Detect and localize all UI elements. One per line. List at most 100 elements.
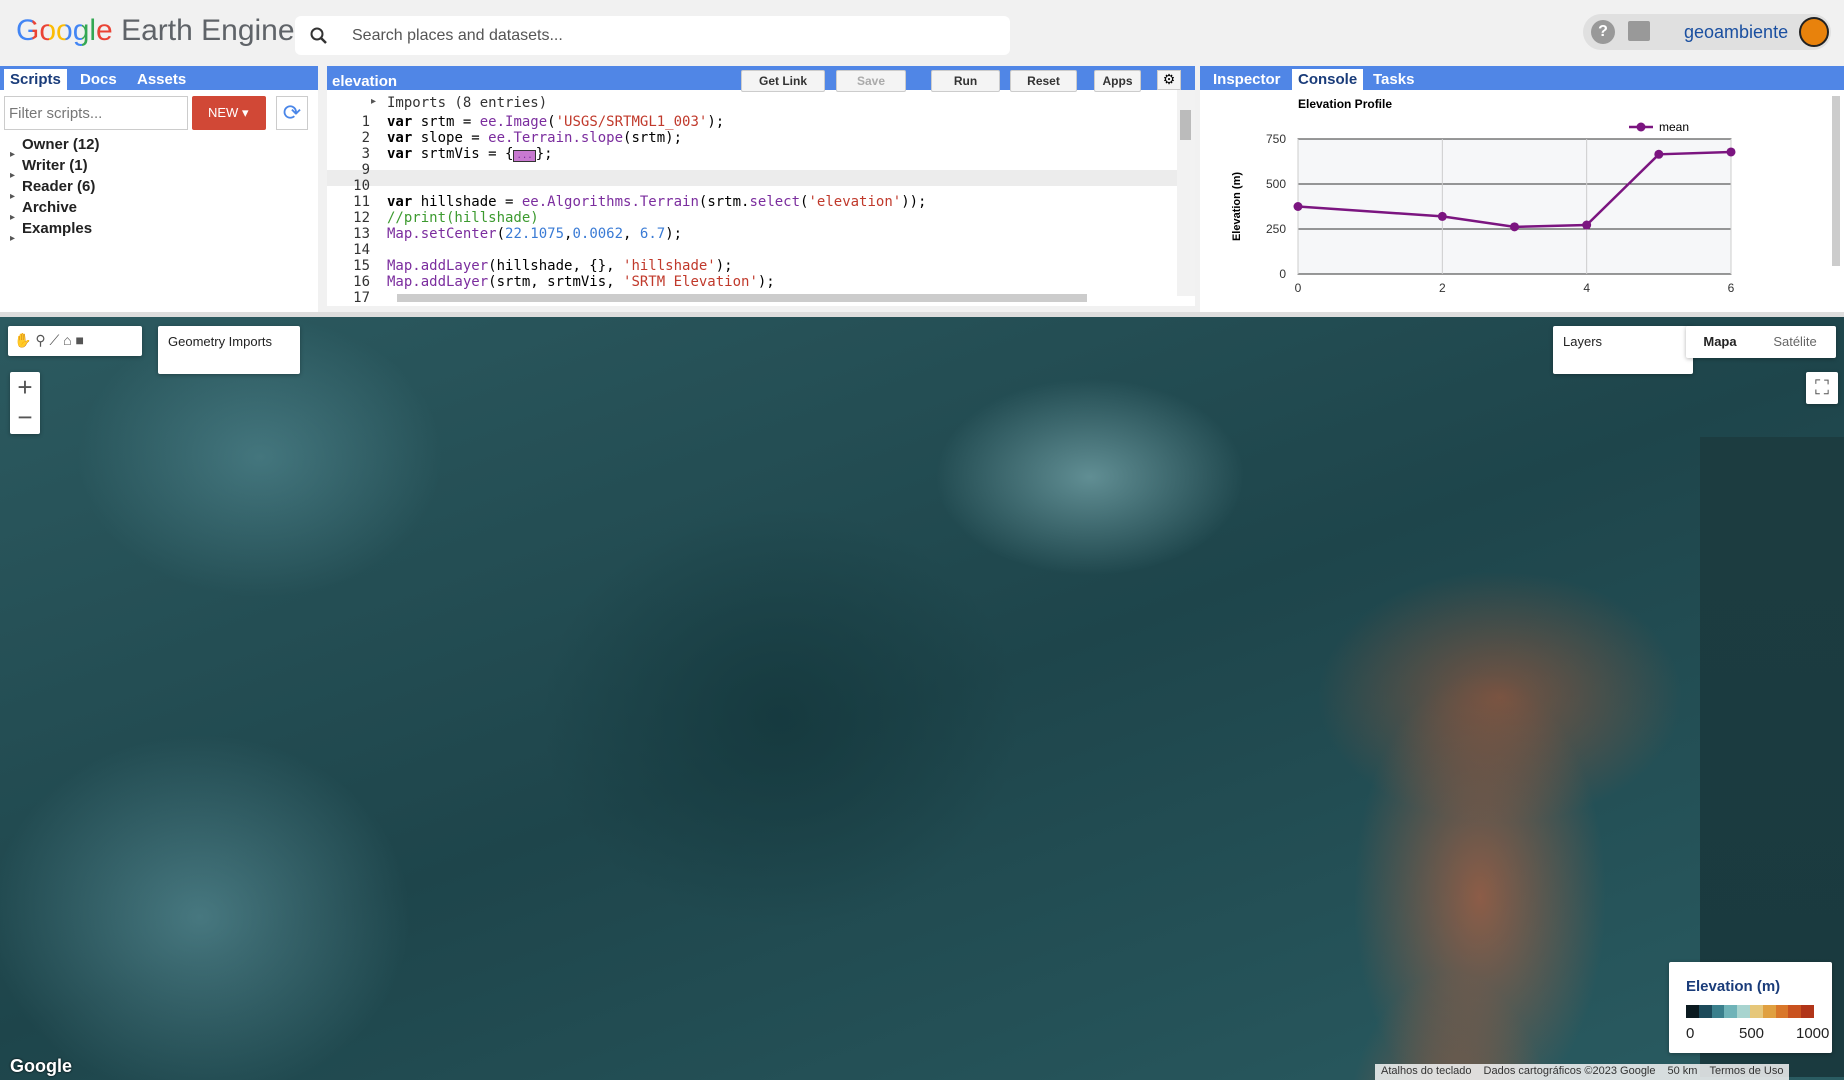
code-token: (srtm. (698, 194, 750, 210)
logo-google: Google (16, 14, 113, 47)
editor-button[interactable]: Save (836, 70, 906, 92)
tree-arrow: ▸ (10, 233, 16, 244)
editor-button[interactable]: Run (931, 70, 1000, 92)
code-token: 'hillshade' (623, 258, 716, 274)
code-token: Map.setCenter (387, 226, 497, 242)
settings-button[interactable]: ⚙ (1157, 70, 1181, 90)
code-line: var slope = ee.Terrain.slope(srtm); (387, 130, 682, 146)
map-type-satellite[interactable]: Satélite (1773, 334, 1817, 349)
code-token: var (387, 194, 413, 210)
line-number: 13 (353, 226, 370, 242)
editor-button[interactable]: Reset (1010, 70, 1077, 92)
legend-label: mean (1659, 120, 1689, 134)
console-scroll (1832, 96, 1840, 266)
point (1437, 211, 1447, 221)
tree-item[interactable]: Examples (22, 220, 93, 237)
legend-tick-label: 0 (1686, 1025, 1695, 1042)
script-title: elevation (332, 73, 398, 90)
map-footer: Atalhos do teclado Dados cartográficos ©2… (1375, 1064, 1790, 1080)
line-number: 9 (361, 162, 370, 178)
code-token: }; (535, 146, 553, 162)
x-tick-label: 2 (1439, 281, 1446, 295)
user-bar: ? geoambiente (1583, 14, 1831, 50)
console-tab[interactable]: Console (1292, 69, 1364, 90)
console-tab[interactable]: Inspector (1213, 71, 1281, 88)
active-line (327, 170, 1177, 186)
editor-button[interactable]: Get Link (741, 70, 825, 92)
ramp-swatch (1788, 1005, 1802, 1018)
drawing-tools[interactable]: ✋ ⚲ ⟋ ⌂ ■ (8, 326, 142, 356)
code-token: (srtm); (623, 130, 683, 146)
tree-item[interactable]: Archive (22, 199, 78, 216)
search-box[interactable]: Search places and datasets... (295, 16, 1010, 55)
code-line: var srtmVis = {...}; (387, 146, 553, 162)
code-token: srtmVis = { (412, 146, 514, 162)
line-number: 10 (353, 178, 370, 194)
line-number: 11 (353, 194, 370, 210)
map[interactable] (0, 317, 1844, 1080)
filter-placeholder: Filter scripts... (9, 105, 103, 122)
code-line: var hillshade = ee.Algorithms.Terrain(sr… (387, 194, 927, 210)
code-token: 0.0062 (572, 226, 624, 242)
geometry-imports-label: Geometry Imports (168, 334, 273, 349)
chart-title: Elevation Profile (1298, 97, 1392, 111)
imports-toggle[interactable]: ▸ (371, 96, 377, 107)
point (1654, 149, 1664, 159)
line-number: 17 (353, 290, 370, 306)
new-label: NEW (208, 105, 239, 120)
scripts-tab[interactable]: Assets (137, 71, 187, 88)
footer-item: 50 km (1667, 1065, 1698, 1077)
tree-item[interactable]: Writer (1) (22, 157, 88, 174)
map-legend: Elevation (m) 0 500 1000 (1669, 962, 1832, 1053)
code-line: var srtm = ee.Image('USGS/SRTMGL1_003'); (387, 114, 724, 130)
code-token: var (387, 130, 413, 146)
y-tick-label: 500 (1266, 177, 1286, 191)
code-token: Map.addLayer (387, 258, 489, 274)
help-button[interactable]: ? (1591, 20, 1615, 44)
search-icon (310, 27, 327, 44)
line-number: 12 (353, 210, 370, 226)
y-tick-label: 250 (1266, 222, 1286, 236)
legend-tick-label: 500 (1739, 1025, 1765, 1042)
code-token: )); (901, 194, 927, 210)
console-tab[interactable]: Tasks (1373, 71, 1415, 88)
imports-line[interactable]: Imports (8 entries) (387, 95, 548, 111)
avatar[interactable] (1799, 17, 1829, 47)
y-axis-label: Elevation (m) (1231, 172, 1243, 241)
code-token: ); (665, 226, 683, 242)
tree-item[interactable]: Reader (6) (22, 178, 96, 195)
code-token: , (623, 226, 640, 242)
filter-box[interactable]: Filter scripts... (4, 96, 188, 130)
y-tick-label: 0 (1279, 267, 1286, 281)
point (1293, 202, 1303, 211)
scripts-tab[interactable]: Docs (80, 71, 117, 88)
layers-button[interactable]: Layers (1553, 326, 1693, 374)
code-token: 'USGS/SRTMGL1_003' (555, 114, 708, 130)
vscroll (1177, 90, 1195, 296)
scripts-tab[interactable]: Scripts (4, 69, 67, 90)
map-type-mapa[interactable]: Mapa (1703, 334, 1737, 349)
refresh-button[interactable]: ⟳ (276, 96, 308, 130)
tree-item[interactable]: Owner (12) (22, 136, 100, 153)
geometry-imports[interactable]: Geometry Imports (158, 326, 300, 374)
footer-item[interactable]: Termos de Uso (1709, 1065, 1784, 1077)
ramp-swatch (1775, 1005, 1789, 1018)
user-name[interactable]: geoambiente (1684, 22, 1789, 42)
tree-arrow: ▸ (10, 212, 16, 223)
splitter[interactable] (0, 312, 1844, 317)
editor-button[interactable]: Apps (1094, 70, 1141, 92)
footer-item[interactable]: Atalhos do teclado (1381, 1065, 1472, 1077)
code-token: ( (496, 226, 506, 242)
code-token: var (387, 146, 413, 162)
code-token: //print(hillshade) (387, 210, 539, 226)
legend-marker (1636, 122, 1646, 132)
code-editor[interactable] (327, 90, 1195, 306)
map-type: Mapa Satélite (1686, 326, 1836, 358)
fullscreen-button[interactable]: ⛶ (1806, 372, 1838, 404)
new-button[interactable]: NEW ▾ (192, 96, 266, 130)
zoom-control[interactable]: + − (10, 372, 40, 434)
feedback-button[interactable] (1628, 21, 1650, 41)
line-number: 2 (361, 130, 370, 146)
line (1297, 150, 1732, 229)
